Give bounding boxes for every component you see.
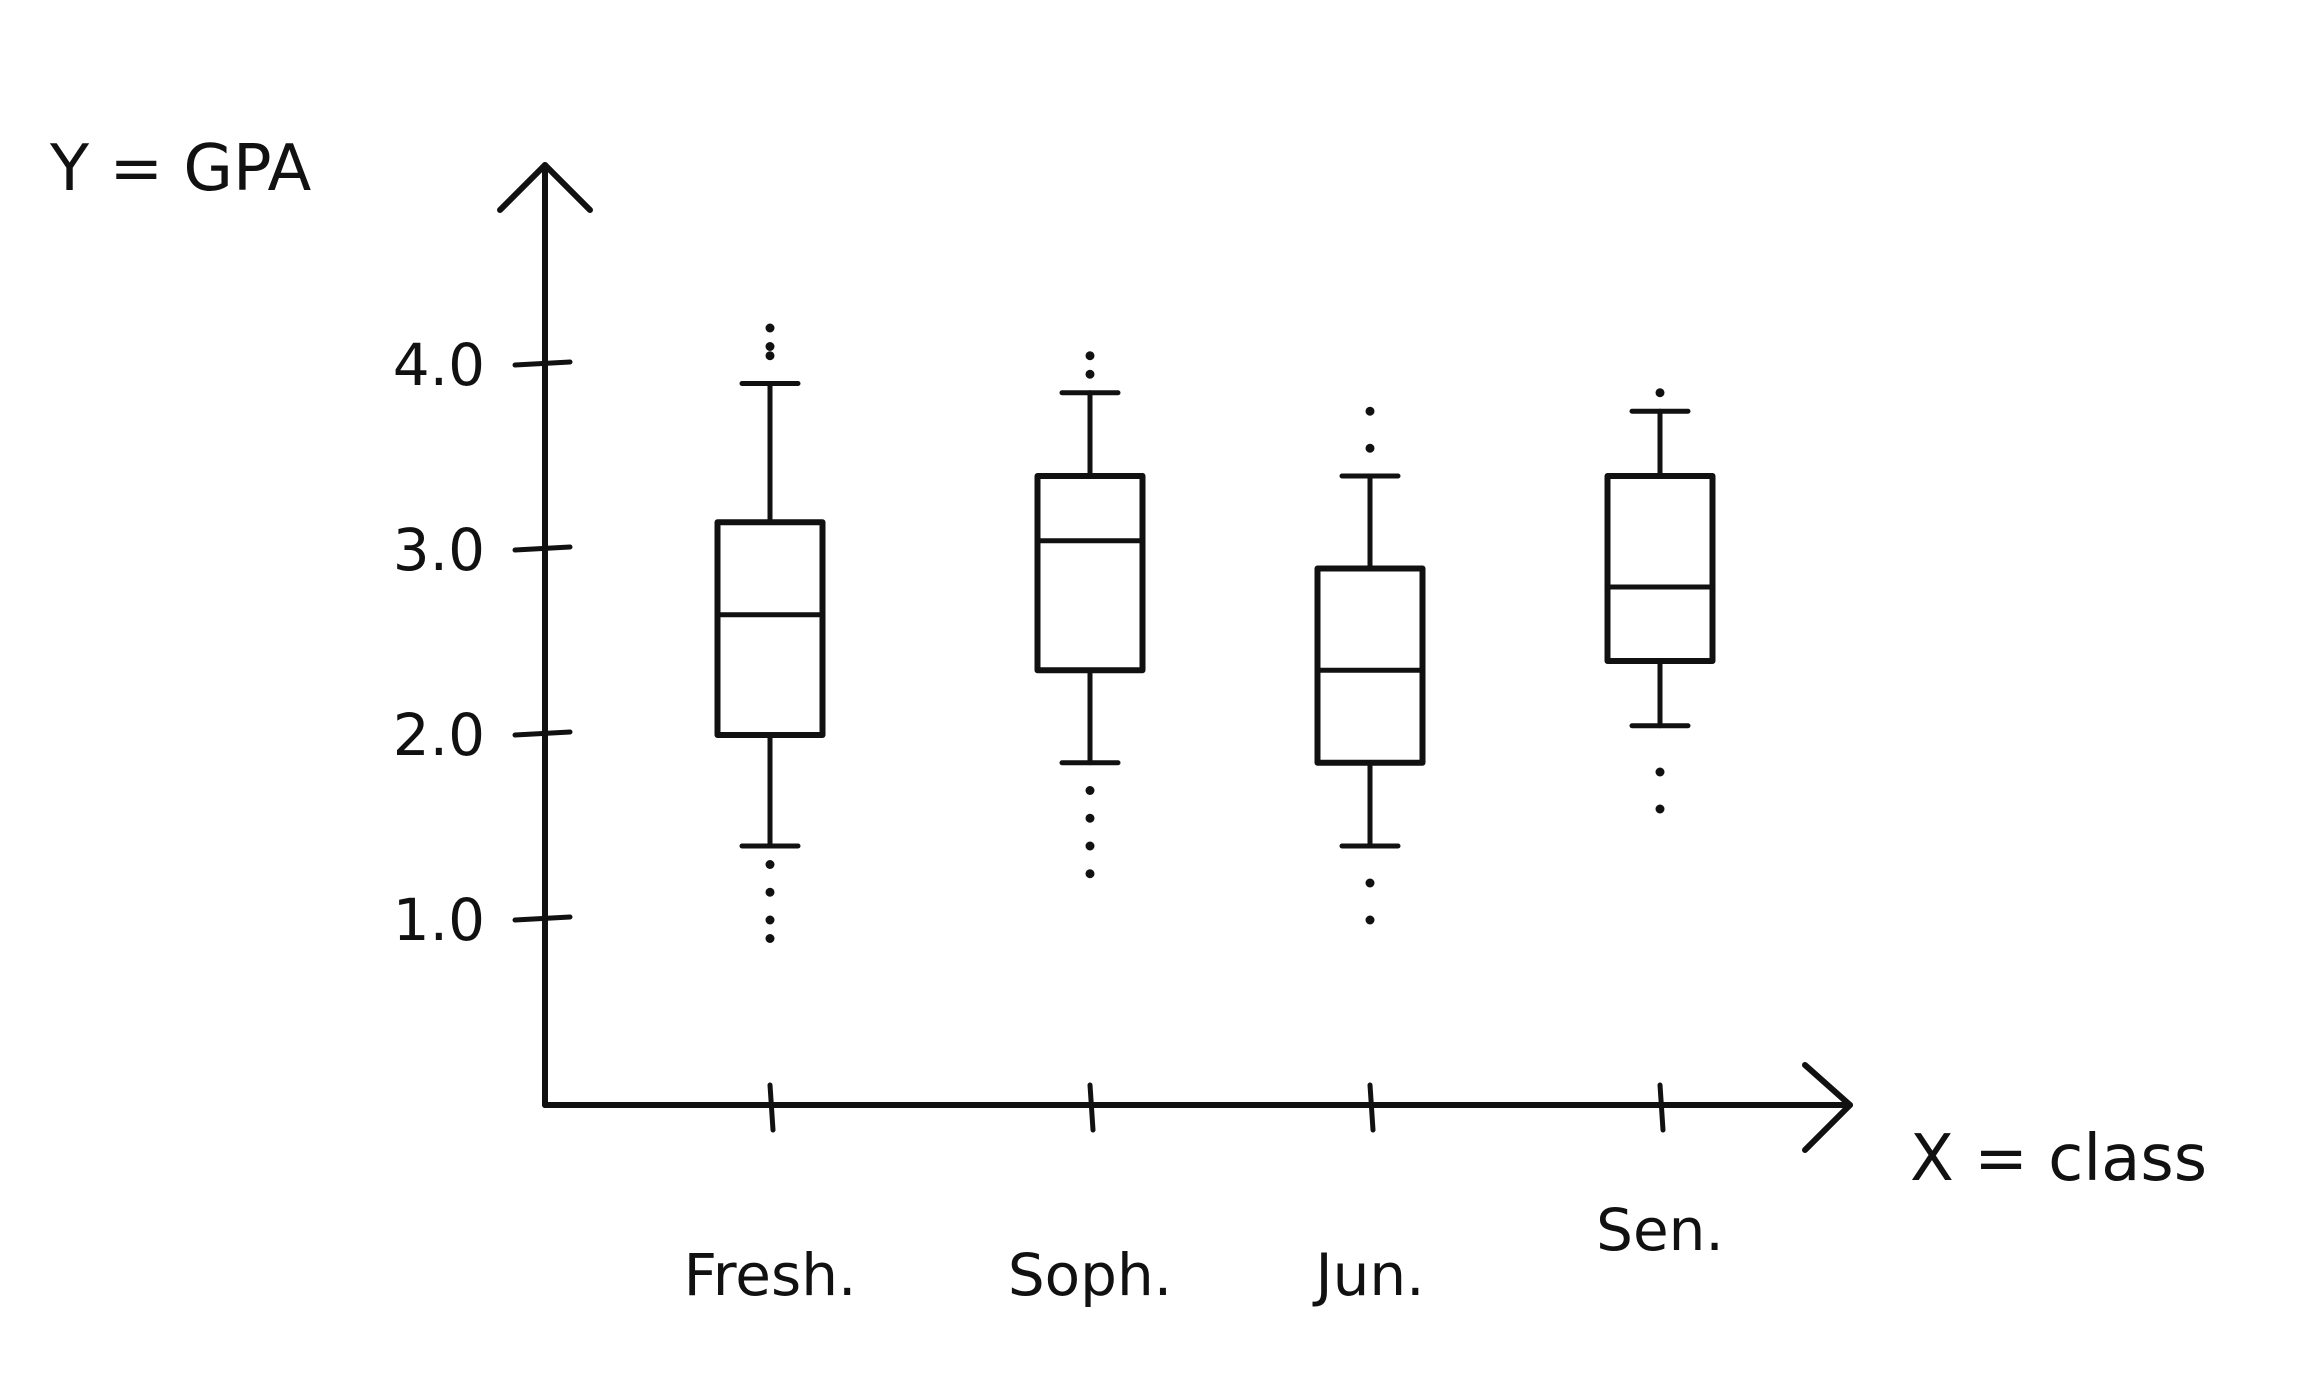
y-tick-mark [512, 729, 573, 738]
box-sen [1604, 388, 1716, 814]
box-iqr [1034, 473, 1146, 674]
y-tick-label: 1.0 [393, 886, 485, 954]
outlier-point [1655, 388, 1665, 398]
y-axis-label: Y = GPA [49, 132, 312, 206]
x-tick-mark [1367, 1082, 1376, 1133]
outlier-point [1365, 406, 1375, 416]
box-iqr [714, 519, 826, 738]
outlier-point [1085, 369, 1095, 379]
x-category-label: Sen. [1596, 1196, 1724, 1264]
y-tick-mark [512, 544, 573, 553]
outlier-point [1085, 786, 1095, 795]
outlier-point [1085, 841, 1095, 851]
y-tick-mark [512, 359, 573, 368]
outlier-point [1085, 869, 1095, 879]
x-ticks: Fresh. Soph. Jun. Sen. [684, 1082, 1724, 1309]
x-category-label: Soph. [1008, 1241, 1172, 1309]
y-ticks: 1.0 2.0 3.0 4.0 [393, 331, 573, 954]
outlier-point [1085, 813, 1095, 823]
outlier-point [765, 934, 775, 943]
box-soph [1034, 351, 1146, 879]
outlier-point [765, 915, 775, 925]
y-tick-mark [512, 914, 573, 923]
box-iqr [1604, 473, 1716, 664]
outlier-point [1655, 804, 1665, 814]
axes [497, 162, 1853, 1153]
outlier-point [1365, 915, 1375, 925]
outlier-point [1365, 443, 1375, 453]
outlier-point [1655, 767, 1665, 777]
outlier-point [765, 860, 775, 869]
outlier-point [1085, 351, 1095, 361]
x-axis-label: X = class [1910, 1122, 2207, 1196]
outlier-point [765, 342, 775, 351]
outlier-point [765, 323, 775, 333]
box-fresh [714, 323, 826, 943]
x-tick-mark [767, 1082, 776, 1133]
y-tick-label: 4.0 [393, 331, 485, 399]
y-axis-arrowhead [497, 162, 593, 213]
boxes [714, 323, 1716, 943]
x-tick-mark [1087, 1082, 1096, 1133]
x-tick-mark [1657, 1082, 1666, 1133]
box-jun [1314, 406, 1426, 925]
box-iqr [1314, 565, 1426, 766]
x-category-label: Jun. [1312, 1241, 1424, 1309]
y-tick-label: 3.0 [393, 516, 485, 584]
outlier-point [1365, 878, 1375, 888]
x-category-label: Fresh. [684, 1241, 857, 1309]
outlier-point [765, 887, 775, 897]
y-tick-label: 2.0 [393, 701, 485, 769]
x-axis-arrowhead [1802, 1062, 1853, 1153]
outlier-point [765, 351, 775, 361]
